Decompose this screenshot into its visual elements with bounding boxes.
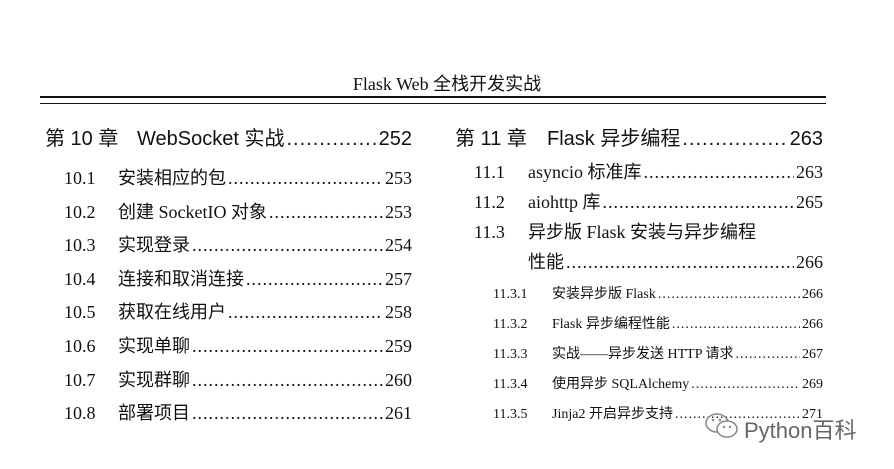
chapter-number: 第 10 章 (45, 128, 119, 150)
toc-subsection[interactable]: 11.3.2 Flask 异步编程性能 266 (493, 313, 823, 333)
page-number: 265 (796, 192, 823, 212)
subsection-number: 11.3.1 (493, 287, 528, 302)
subsection-number: 11.3.2 (493, 317, 528, 332)
toc-chapter-10[interactable]: 第 10 章 WebSocket 实战 252 (45, 122, 412, 151)
toc-section[interactable]: 11.2 aiohttp 库 265 (474, 188, 823, 214)
toc-section[interactable]: 10.1 安装相应的包 253 (64, 164, 412, 190)
toc-section[interactable]: 10.8 部署项目 261 (64, 399, 412, 425)
page-number: 258 (385, 302, 412, 323)
subsection-title: 实战——异步发送 HTTP 请求 (552, 347, 734, 362)
section-number: 10.2 (64, 201, 96, 222)
page-number: 266 (802, 317, 823, 332)
chapter-number: 第 11 章 (455, 128, 527, 150)
toc-section[interactable]: 10.3 实现登录 254 (64, 231, 412, 257)
dot-leader (603, 192, 795, 213)
toc-section[interactable]: 11.3 异步版 Flask 安装与异步编程 (474, 218, 823, 244)
page-number: 257 (385, 268, 412, 289)
section-number: 10.1 (64, 168, 96, 188)
subsection-title: 使用异步 SQLAlchemy (552, 377, 690, 392)
dot-leader (228, 168, 383, 189)
dot-leader (691, 377, 800, 393)
subsection-title: Flask 异步编程性能 (552, 317, 670, 332)
page-number: 269 (802, 377, 823, 392)
dot-leader (286, 128, 376, 151)
toc-subsection[interactable]: 11.3.5 Jinja2 开启异步支持 271 (493, 403, 823, 423)
dot-leader (269, 202, 383, 223)
dot-leader (566, 252, 794, 273)
dot-leader (682, 128, 787, 151)
toc-subsection[interactable]: 11.3.4 使用异步 SQLAlchemy 269 (493, 373, 823, 393)
subsection-number: 11.3.4 (493, 377, 528, 392)
wechat-icon (704, 412, 740, 446)
running-header: Flask Web 全栈开发实战 (352, 74, 542, 94)
page-number: 266 (802, 287, 823, 302)
header-rule (40, 96, 826, 104)
section-title: 部署项目 (118, 403, 190, 424)
dot-leader (735, 347, 800, 363)
toc-subsection[interactable]: 11.3.3 实战——异步发送 HTTP 请求 267 (493, 343, 823, 363)
section-number: 11.1 (474, 162, 505, 182)
watermark: Python百科 (704, 412, 857, 446)
section-number: 10.3 (64, 235, 96, 256)
section-title: 异步版 Flask 安装与异步编程 (528, 222, 757, 242)
dot-leader (192, 370, 383, 391)
subsection-number: 11.3.3 (493, 347, 528, 362)
section-title: aiohttp 库 (528, 192, 601, 212)
page-number: 263 (789, 128, 823, 150)
subsection-number: 11.3.5 (493, 407, 528, 422)
page-number: 253 (385, 201, 412, 222)
toc-subsection[interactable]: 11.3.1 安装异步版 Flask 266 (493, 283, 823, 303)
page-number: 263 (796, 162, 823, 182)
toc-section[interactable]: 10.2 创建 SocketIO 对象 253 (64, 198, 412, 224)
section-title: asyncio 标准库 (528, 162, 642, 182)
dot-leader (658, 287, 800, 303)
dot-leader (192, 235, 383, 256)
page-number: 266 (796, 252, 823, 272)
section-title: 连接和取消连接 (118, 268, 244, 289)
subsection-title: 安装异步版 Flask (552, 287, 656, 302)
toc-section[interactable]: 11.1 asyncio 标准库 263 (474, 158, 823, 184)
page-number: 252 (378, 128, 412, 150)
dot-leader (192, 336, 383, 357)
page-number: 267 (802, 347, 823, 362)
section-title: 创建 SocketIO 对象 (118, 201, 267, 222)
section-number: 10.5 (64, 302, 96, 323)
dot-leader (643, 162, 794, 183)
section-title: 实现群聊 (118, 369, 190, 390)
toc-chapter-11[interactable]: 第 11 章 Flask 异步编程 263 (455, 122, 823, 151)
page-number: 253 (385, 168, 412, 188)
dot-leader (228, 302, 383, 323)
section-number: 10.6 (64, 336, 96, 356)
watermark-text: Python百科 (744, 418, 857, 443)
dot-leader (246, 269, 383, 290)
toc-section[interactable]: 10.5 获取在线用户 258 (64, 298, 412, 324)
section-number: 11.2 (474, 192, 505, 212)
toc-section[interactable]: 10.4 连接和取消连接 257 (64, 265, 412, 291)
toc-section-continued[interactable]: 性能 266 (528, 248, 823, 274)
section-number: 10.8 (64, 403, 96, 424)
chapter-title: WebSocket 实战 (137, 128, 285, 150)
section-number: 10.7 (64, 369, 96, 390)
page-number: 254 (385, 235, 412, 256)
section-title: 获取在线用户 (118, 302, 226, 323)
toc-section[interactable]: 10.6 实现单聊 259 (64, 332, 412, 358)
section-number: 10.4 (64, 268, 96, 289)
section-title: 实现登录 (118, 235, 190, 256)
section-number: 11.3 (474, 222, 505, 242)
toc-section[interactable]: 10.7 实现群聊 260 (64, 366, 412, 392)
subsection-title: Jinja2 开启异步支持 (552, 407, 673, 422)
page-number: 260 (385, 369, 412, 390)
section-title: 性能 (528, 252, 564, 272)
section-title: 实现单聊 (118, 336, 190, 356)
page-number: 261 (385, 403, 412, 424)
section-title: 安装相应的包 (118, 168, 226, 188)
page-number: 271 (802, 407, 823, 422)
page-number: 259 (385, 336, 412, 356)
chapter-title: Flask 异步编程 (547, 128, 681, 150)
dot-leader (672, 317, 800, 333)
dot-leader (192, 403, 383, 424)
